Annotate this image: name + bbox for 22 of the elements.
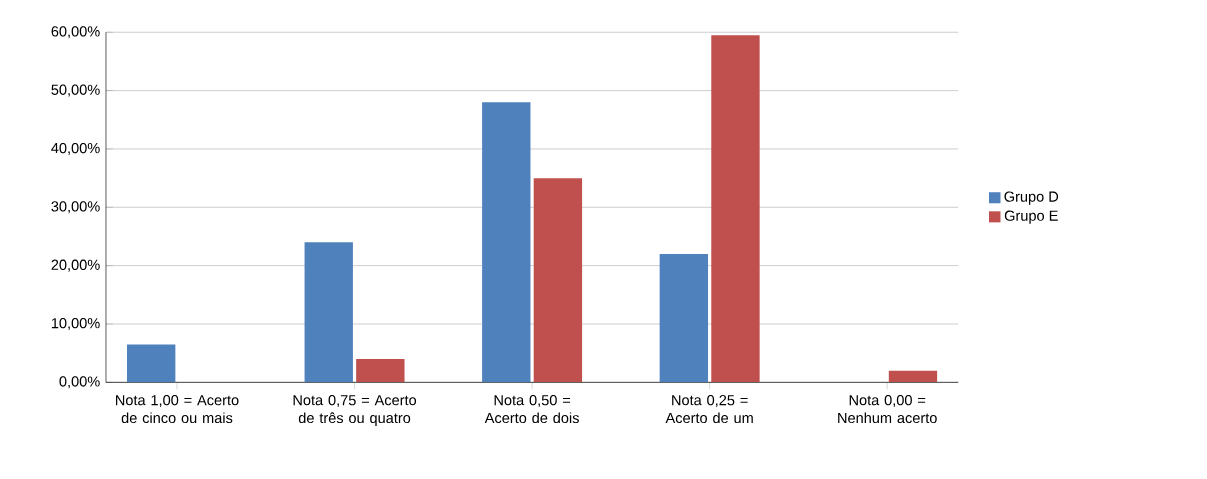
bar (304, 242, 353, 383)
x-tick-label: Nota 0,75 = Acerto de três ou quatro (293, 394, 417, 426)
y-tick-label: 60,00% (51, 26, 100, 39)
y-tick-label: 10,00% (51, 317, 100, 330)
bar (533, 178, 583, 383)
x-tick-label: Nota 0,50 = Acerto de dois (484, 394, 579, 424)
x-tick-label: Nota 0,25 = Acerto de um (665, 394, 753, 424)
bar (127, 344, 176, 383)
y-tick-label: 20,00% (51, 259, 100, 272)
bar (482, 102, 531, 383)
bar (356, 358, 405, 383)
legend-label: Grupo D (1004, 191, 1059, 205)
y-tick-label: 50,00% (51, 84, 100, 97)
y-tick-label: 0,00% (59, 376, 100, 389)
bar (888, 370, 938, 383)
bar (659, 253, 709, 383)
y-tick-label: 40,00% (51, 142, 100, 155)
legend-label: Grupo E (1004, 210, 1058, 224)
x-tick-label: Nota 0,00 = Nenhum acerto (838, 394, 937, 424)
y-tick-label: 30,00% (51, 201, 100, 214)
bar (711, 35, 760, 383)
x-tick-label: Nota 1,00 = Acerto de cinco ou mais (116, 394, 239, 424)
